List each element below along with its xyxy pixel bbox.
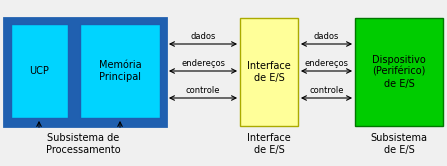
Text: Dispositivo
(Periférico)
de E/S: Dispositivo (Periférico) de E/S bbox=[372, 55, 426, 89]
Bar bbox=[11, 24, 68, 118]
Text: dados: dados bbox=[314, 32, 339, 41]
Text: Subsistema
de E/S: Subsistema de E/S bbox=[371, 133, 427, 155]
Bar bbox=[80, 24, 160, 118]
Text: endereços: endereços bbox=[304, 59, 349, 68]
Text: controle: controle bbox=[309, 86, 344, 95]
Bar bbox=[240, 18, 298, 126]
Bar bbox=[4, 18, 166, 126]
Text: Interface
de E/S: Interface de E/S bbox=[247, 61, 291, 83]
Text: endereços: endereços bbox=[181, 59, 225, 68]
Text: dados: dados bbox=[190, 32, 216, 41]
Text: UCP: UCP bbox=[29, 66, 49, 76]
Text: Memória
Principal: Memória Principal bbox=[99, 60, 141, 82]
Text: Subsistema de
Processamento: Subsistema de Processamento bbox=[46, 133, 120, 155]
Bar bbox=[355, 18, 443, 126]
Text: Interface
de E/S: Interface de E/S bbox=[247, 133, 291, 155]
Text: controle: controle bbox=[186, 86, 220, 95]
